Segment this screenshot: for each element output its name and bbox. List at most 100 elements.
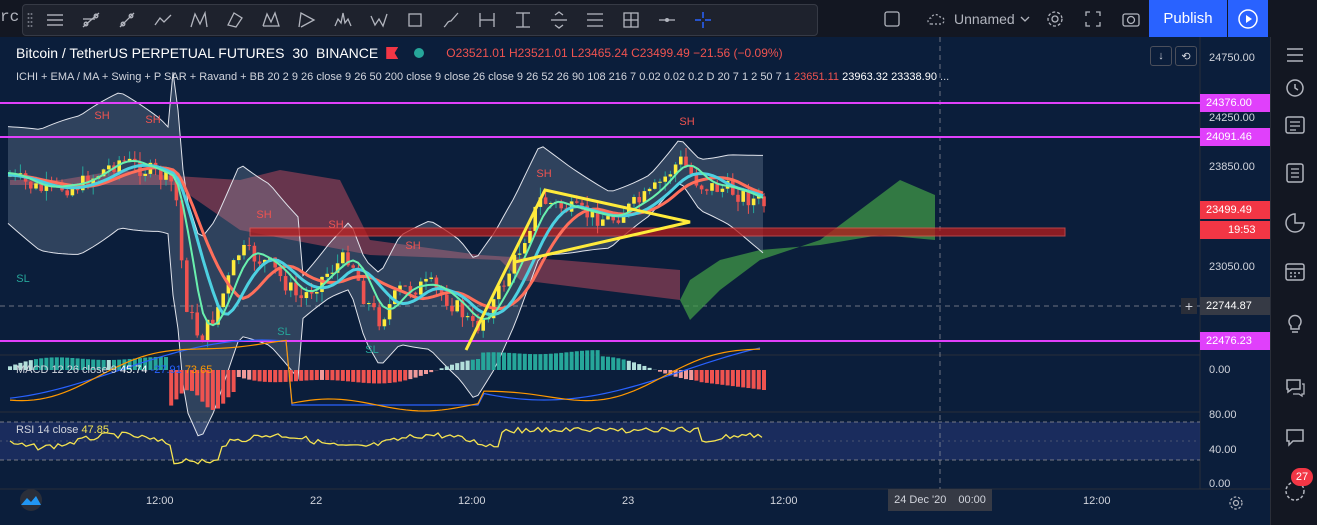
candle-body bbox=[606, 216, 610, 220]
candle bbox=[107, 158, 111, 176]
symbol-name[interactable]: Bitcoin / TetherUS PERPETUAL FUTURES bbox=[16, 45, 285, 61]
horizontal-ray-icon[interactable] bbox=[649, 5, 685, 35]
macd-histogram-bar bbox=[325, 370, 330, 381]
rsi-value: 47.85 bbox=[81, 424, 109, 436]
candle bbox=[190, 304, 194, 320]
settings-gear-icon[interactable] bbox=[1228, 495, 1244, 511]
swing-high-label: SH bbox=[145, 114, 160, 126]
chart-area[interactable]: SH SH SH SH SH SH SH SL SL SL bbox=[0, 37, 1270, 525]
abcd-pattern-icon[interactable] bbox=[181, 5, 217, 35]
macd-histogram-bar bbox=[179, 370, 184, 394]
interval-label[interactable]: 30 bbox=[292, 45, 308, 61]
macd-histogram-bar bbox=[96, 359, 101, 370]
chevron-down-icon[interactable] bbox=[1015, 3, 1035, 35]
checkbox-icon[interactable] bbox=[876, 3, 908, 35]
chart-canvas[interactable]: SH SH SH SH SH SH SH SL SL SL bbox=[0, 37, 1270, 525]
calendar-icon[interactable] bbox=[1283, 259, 1307, 283]
gear-icon[interactable] bbox=[1039, 3, 1071, 35]
news-icon[interactable] bbox=[1283, 113, 1307, 137]
indicator-legend[interactable]: ICHI + EMA / MA + Swing + P SAR + Ravand… bbox=[16, 71, 949, 83]
candle-body bbox=[434, 277, 439, 288]
xabcd-pattern-icon[interactable] bbox=[253, 5, 289, 35]
triangle-pattern-icon[interactable] bbox=[289, 5, 325, 35]
candle-body bbox=[320, 276, 324, 293]
rsi-legend[interactable]: RSI 14 close 47.85 bbox=[16, 424, 109, 436]
candle bbox=[471, 306, 475, 328]
time-tick: 23 bbox=[622, 495, 635, 507]
fullscreen-icon[interactable] bbox=[1077, 3, 1109, 35]
chat-icon[interactable] bbox=[1283, 425, 1307, 449]
indicator-value-3: 23338.90 bbox=[891, 71, 937, 83]
alarm-clock-icon[interactable] bbox=[1283, 75, 1307, 99]
candle bbox=[179, 199, 184, 269]
candle-body bbox=[278, 267, 283, 277]
macd-histogram-bar bbox=[522, 353, 527, 370]
rectangle-icon[interactable] bbox=[397, 5, 433, 35]
candle bbox=[715, 179, 719, 193]
drag-handle-icon[interactable] bbox=[23, 5, 37, 35]
macd-legend[interactable]: MACD 12 26 close 9 45.74 -27.91 73.65 bbox=[16, 364, 212, 376]
trend-line-icon[interactable] bbox=[73, 5, 109, 35]
indicator-more[interactable]: ... bbox=[940, 71, 950, 83]
macd-histogram-bar bbox=[351, 370, 356, 382]
hotlist-icon[interactable] bbox=[1283, 211, 1307, 235]
drawing-toolbar bbox=[22, 4, 818, 36]
publish-button[interactable]: Publish bbox=[1149, 0, 1227, 37]
candle bbox=[372, 295, 376, 311]
data-window-icon[interactable] bbox=[1283, 161, 1307, 185]
candle-body bbox=[658, 181, 662, 183]
watchlist-icon[interactable] bbox=[1283, 43, 1307, 67]
bollinger-lower-line bbox=[7, 182, 764, 437]
rsi-tick: 80.00 bbox=[1209, 409, 1237, 421]
camera-icon[interactable] bbox=[1115, 3, 1147, 35]
play-icon bbox=[1238, 8, 1258, 29]
macd-histogram-bar bbox=[268, 370, 272, 383]
candle-body bbox=[668, 174, 673, 177]
ideas-lightbulb-icon[interactable] bbox=[1283, 311, 1307, 335]
fib-icon[interactable] bbox=[577, 5, 613, 35]
elliott-wave-icon[interactable] bbox=[361, 5, 397, 35]
sync-icon[interactable]: ⟲ bbox=[1175, 46, 1197, 66]
candle-body bbox=[393, 290, 397, 305]
macd-histogram-bar bbox=[221, 370, 226, 404]
candle-body bbox=[741, 190, 745, 202]
macd-histogram-bar bbox=[444, 366, 449, 370]
macd-histogram-bar bbox=[226, 370, 231, 398]
brush-icon[interactable] bbox=[433, 5, 469, 35]
candle-body bbox=[481, 319, 485, 331]
indicator-params[interactable]: ICHI + EMA / MA + Swing + P SAR + Ravand… bbox=[16, 71, 791, 83]
plus-icon[interactable]: + bbox=[1181, 298, 1197, 314]
macd-histogram-bar bbox=[564, 352, 569, 370]
macd-label[interactable]: MACD 12 26 close 9 bbox=[16, 364, 117, 376]
arrow-down-icon[interactable]: ↓ bbox=[1150, 46, 1172, 66]
candle-body bbox=[367, 303, 371, 305]
head-shoulders-icon[interactable] bbox=[325, 5, 361, 35]
replay-button[interactable] bbox=[1228, 0, 1268, 37]
cloud-icon[interactable] bbox=[920, 3, 952, 35]
candle-body bbox=[439, 287, 444, 295]
macd-histogram-bar bbox=[288, 370, 293, 382]
time-tick: 12:00 bbox=[458, 495, 486, 507]
candle-body bbox=[497, 285, 501, 300]
ray-icon[interactable] bbox=[109, 5, 145, 35]
candle-body bbox=[746, 190, 751, 206]
macd-histogram-bar bbox=[616, 358, 621, 370]
high-value: H23521.01 bbox=[508, 46, 568, 60]
date-range-icon[interactable] bbox=[469, 5, 505, 35]
change-value: −21.56 (−0.09%) bbox=[693, 46, 783, 60]
pitchfork-icon[interactable] bbox=[217, 5, 253, 35]
layout-name[interactable]: Unnamed bbox=[954, 10, 1015, 27]
rsi-label[interactable]: RSI 14 close bbox=[16, 424, 79, 436]
price-range-icon[interactable] bbox=[505, 5, 541, 35]
polyline-icon[interactable] bbox=[145, 5, 181, 35]
candle-body bbox=[205, 319, 210, 342]
crosshair-icon[interactable] bbox=[685, 5, 721, 35]
macd-histogram-bar bbox=[642, 365, 647, 370]
long-short-icon[interactable] bbox=[541, 5, 577, 35]
position-icon[interactable] bbox=[613, 5, 649, 35]
chats-icon[interactable] bbox=[1283, 375, 1307, 399]
candle-body bbox=[512, 254, 517, 274]
candle-body bbox=[710, 183, 714, 191]
menu-icon[interactable] bbox=[37, 5, 73, 35]
symbol-legend[interactable]: Bitcoin / TetherUS PERPETUAL FUTURES 30 … bbox=[16, 45, 783, 61]
